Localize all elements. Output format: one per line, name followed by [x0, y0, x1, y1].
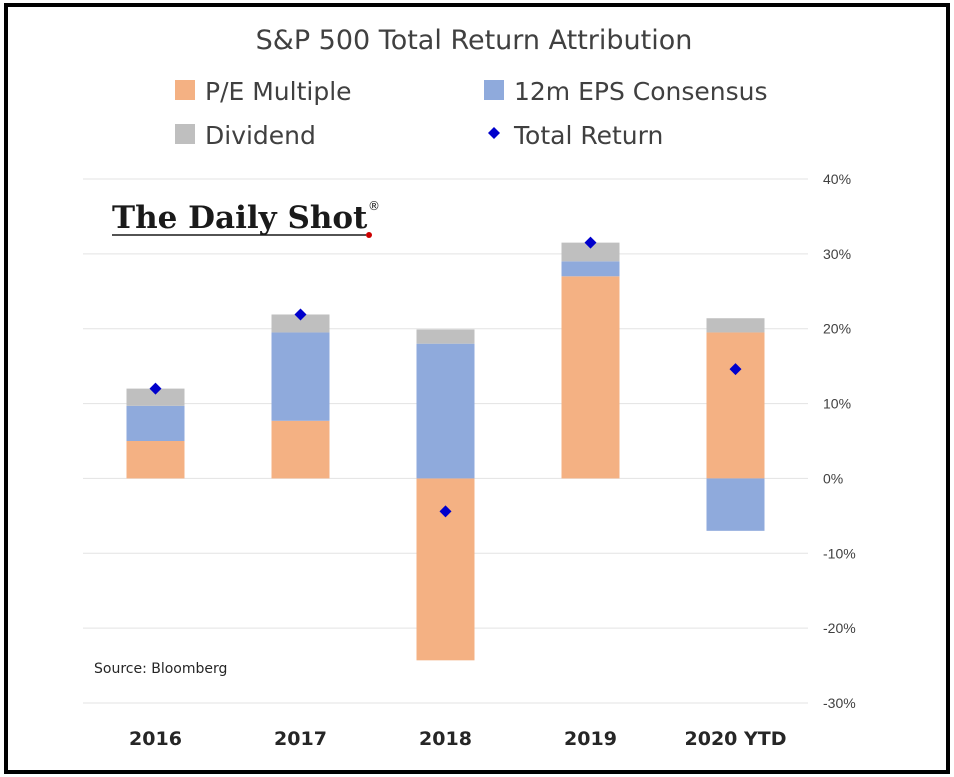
bar-segment [271, 314, 330, 333]
chart-frame: S&P 500 Total Return Attribution P/E Mul… [4, 3, 950, 774]
x-tick-label: 2016 [129, 728, 182, 750]
total-return-marker [729, 363, 742, 376]
y-tick-label: 20% [823, 321, 851, 337]
bar-segment [416, 343, 475, 479]
total-return-marker [149, 382, 162, 395]
y-tick-label: -10% [823, 545, 856, 561]
bar-segment [706, 478, 765, 531]
source-note: Source: Bloomberg [94, 661, 227, 677]
y-tick-label: 30% [823, 246, 851, 262]
chart-title: S&P 500 Total Return Attribution [256, 25, 693, 56]
bar-segment [706, 318, 765, 333]
legend-label-eps: 12m EPS Consensus [514, 77, 768, 106]
legend: P/E Multiple 12m EPS Consensus Dividend … [175, 77, 768, 150]
x-tick-label: 2017 [274, 728, 327, 750]
bar-segment [126, 388, 185, 406]
y-tick-label: -30% [823, 695, 856, 711]
y-tick-label: -20% [823, 620, 856, 636]
x-tick-label: 2020 YTD [685, 728, 787, 750]
legend-swatch-pe [175, 80, 195, 100]
bar-segment [706, 332, 765, 479]
total-return-marker [584, 236, 597, 249]
legend-swatch-dividend [175, 124, 195, 144]
total-return-markers [149, 236, 742, 518]
bar-segment [271, 332, 330, 421]
y-tick-label: 0% [823, 470, 843, 486]
brand-dot [366, 232, 372, 238]
brand-logo: The Daily Shot ® [112, 199, 380, 238]
legend-swatch-eps [484, 80, 504, 100]
chart: S&P 500 Total Return Attribution P/E Mul… [83, 25, 856, 750]
bar-segment [561, 276, 620, 479]
x-tick-label: 2019 [564, 728, 617, 750]
legend-label-pe: P/E Multiple [205, 77, 352, 106]
bar-segment [126, 405, 185, 441]
legend-label-dividend: Dividend [205, 121, 316, 150]
y-axis: -30% -20% -10% 0% 10% 20% 30% 40% [823, 171, 856, 711]
x-tick-label: 2018 [419, 728, 472, 750]
y-tick-label: 10% [823, 396, 851, 412]
x-axis: 2016 2017 2018 2019 2020 YTD [129, 728, 786, 750]
bar-segment [561, 261, 620, 277]
total-return-marker [294, 308, 307, 321]
legend-label-total-return: Total Return [513, 121, 663, 150]
brand-name: The Daily Shot [112, 200, 368, 236]
brand-registered-mark: ® [368, 199, 380, 213]
y-tick-label: 40% [823, 171, 851, 187]
bar-segment [416, 329, 475, 344]
bar-segment [126, 441, 185, 479]
legend-marker-total-return [488, 127, 500, 139]
bar-segment [271, 420, 330, 479]
bar-segment [561, 242, 620, 262]
total-return-marker [439, 505, 452, 518]
bars [126, 242, 765, 661]
